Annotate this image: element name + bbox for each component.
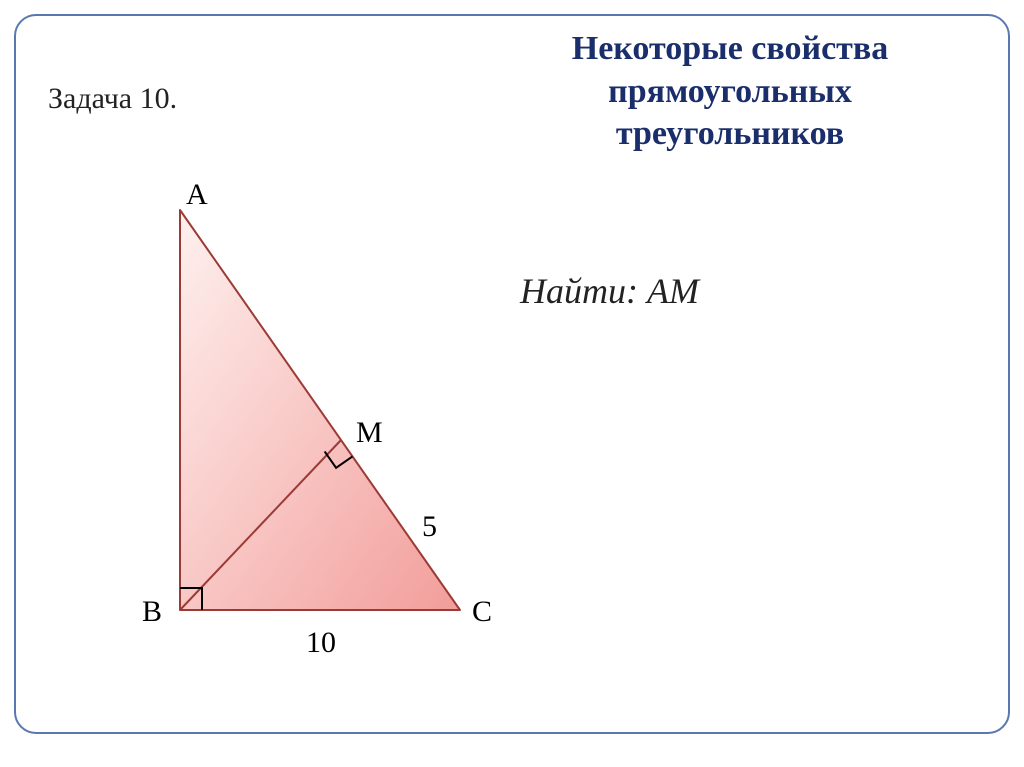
point-label-m: M (356, 416, 383, 450)
length-label-mc: 5 (422, 510, 437, 544)
vertex-label-a: A (186, 178, 208, 212)
title-line-1: Некоторые свойства (572, 30, 889, 67)
title-line-3: треугольников (616, 115, 844, 152)
vertex-label-b: B (142, 595, 162, 629)
triangle-abc (180, 210, 460, 610)
triangle-diagram: A B C M 10 5 (60, 170, 500, 690)
length-label-bc: 10 (306, 626, 336, 660)
find-label: Найти: АМ (520, 270, 699, 312)
slide-title: Некоторые свойства прямоугольных треугол… (470, 28, 990, 156)
diagram-svg (60, 170, 500, 690)
vertex-label-c: C (472, 595, 492, 629)
title-line-2: прямоугольных (608, 73, 852, 110)
problem-label: Задача 10. (48, 82, 177, 116)
